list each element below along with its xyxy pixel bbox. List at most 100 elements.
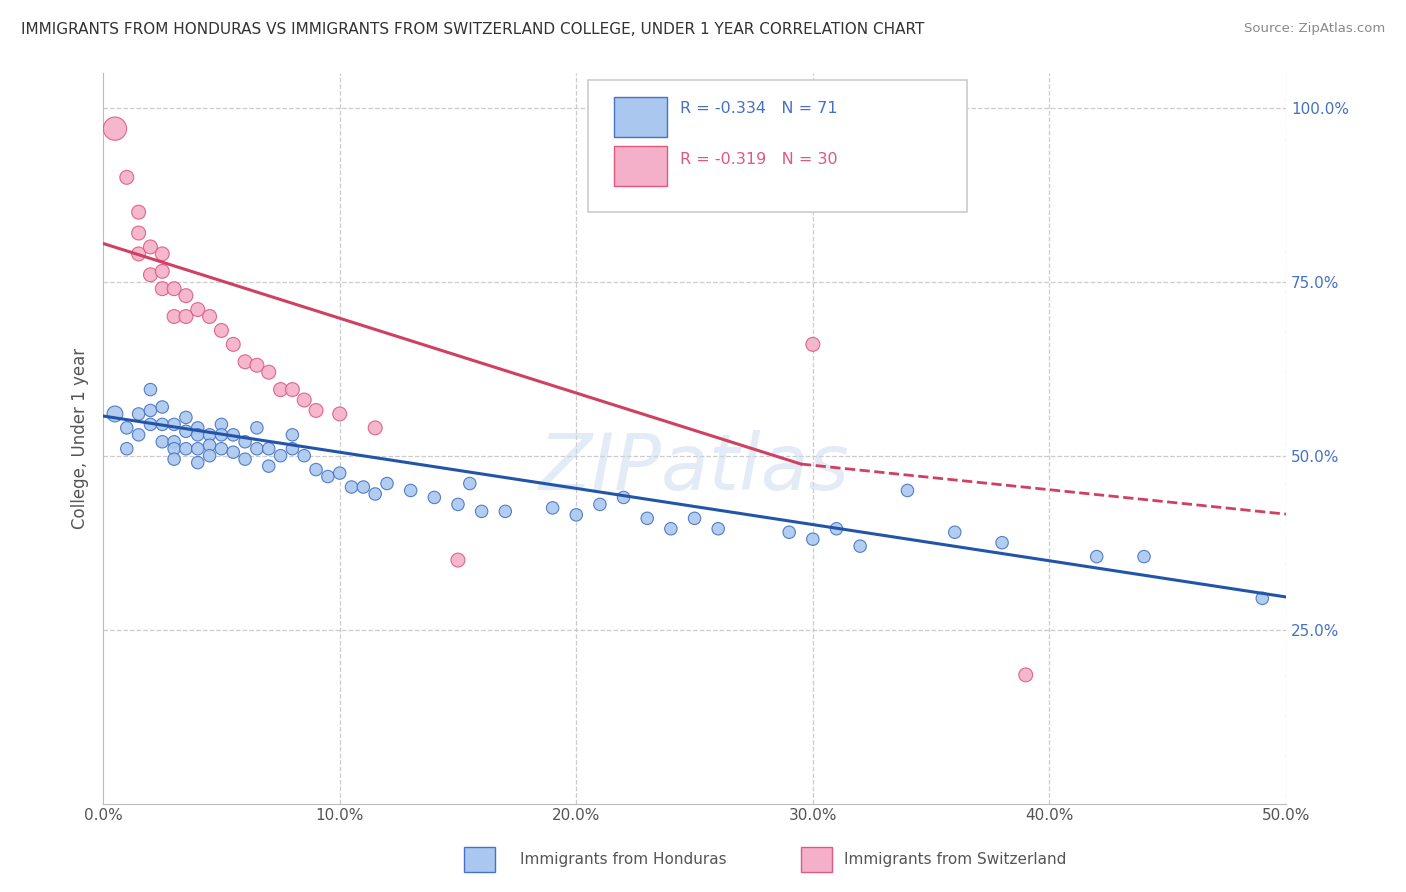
Point <box>139 403 162 417</box>
Point <box>364 487 387 501</box>
Point <box>447 497 470 511</box>
Point <box>174 442 197 456</box>
Point <box>163 417 186 432</box>
Point <box>399 483 422 498</box>
Point <box>589 497 612 511</box>
Point <box>163 282 186 296</box>
Point <box>1085 549 1108 564</box>
Point <box>778 525 800 540</box>
Point <box>115 421 138 435</box>
Point <box>991 535 1014 549</box>
Point <box>494 504 516 518</box>
Point <box>541 500 564 515</box>
Point <box>316 469 339 483</box>
Point <box>150 417 173 432</box>
Y-axis label: College, Under 1 year: College, Under 1 year <box>72 348 89 529</box>
Point <box>209 417 232 432</box>
Point <box>150 400 173 414</box>
Point <box>246 421 269 435</box>
Point <box>801 337 824 351</box>
Point <box>104 121 127 136</box>
Text: Immigrants from Honduras: Immigrants from Honduras <box>520 852 727 867</box>
Point <box>115 170 138 185</box>
Point <box>896 483 918 498</box>
Point <box>471 504 494 518</box>
Point <box>683 511 706 525</box>
Point <box>198 438 221 452</box>
Point <box>613 491 636 505</box>
Point <box>187 302 209 317</box>
Point <box>187 442 209 456</box>
Point <box>198 310 221 324</box>
Point <box>163 442 186 456</box>
Point <box>340 480 363 494</box>
Point <box>305 403 328 417</box>
Point <box>233 452 256 467</box>
Point <box>163 310 186 324</box>
Point <box>128 226 150 240</box>
Point <box>292 449 315 463</box>
Point <box>222 427 245 442</box>
Point <box>150 247 173 261</box>
Point <box>139 268 162 282</box>
Point <box>849 539 872 553</box>
Point <box>209 427 232 442</box>
Point <box>281 442 304 456</box>
Point <box>305 462 328 476</box>
Point <box>352 480 374 494</box>
Text: ZIPatlas: ZIPatlas <box>538 430 851 506</box>
Point <box>636 511 658 525</box>
Point <box>128 247 150 261</box>
Point <box>329 407 352 421</box>
Point <box>270 449 292 463</box>
Point <box>198 427 221 442</box>
Text: Immigrants from Switzerland: Immigrants from Switzerland <box>844 852 1066 867</box>
Point <box>104 407 127 421</box>
Point <box>447 553 470 567</box>
Point <box>281 427 304 442</box>
Point <box>246 442 269 456</box>
Point <box>128 407 150 421</box>
Point <box>209 442 232 456</box>
FancyBboxPatch shape <box>614 146 668 186</box>
Point <box>659 522 682 536</box>
Point <box>458 476 481 491</box>
Text: IMMIGRANTS FROM HONDURAS VS IMMIGRANTS FROM SWITZERLAND COLLEGE, UNDER 1 YEAR CO: IMMIGRANTS FROM HONDURAS VS IMMIGRANTS F… <box>21 22 925 37</box>
FancyBboxPatch shape <box>614 97 668 137</box>
Point <box>150 264 173 278</box>
Point <box>139 383 162 397</box>
Point <box>825 522 848 536</box>
Text: R = -0.319   N = 30: R = -0.319 N = 30 <box>681 152 838 167</box>
Point <box>707 522 730 536</box>
Point <box>209 323 232 337</box>
Point <box>187 456 209 470</box>
Point <box>198 449 221 463</box>
Point <box>174 410 197 425</box>
Point <box>423 491 446 505</box>
Point <box>174 425 197 439</box>
Text: R = -0.334   N = 71: R = -0.334 N = 71 <box>681 101 838 116</box>
Point <box>364 421 387 435</box>
Point <box>139 240 162 254</box>
Point <box>139 417 162 432</box>
Point <box>801 532 824 546</box>
Point <box>257 459 280 474</box>
Point <box>375 476 398 491</box>
Point <box>222 445 245 459</box>
Point <box>128 205 150 219</box>
Point <box>187 427 209 442</box>
Point <box>329 466 352 480</box>
Point <box>943 525 966 540</box>
Point <box>128 427 150 442</box>
Point <box>281 383 304 397</box>
Point <box>233 434 256 449</box>
Point <box>1015 668 1038 682</box>
Point <box>1133 549 1156 564</box>
Point <box>174 310 197 324</box>
Point <box>222 337 245 351</box>
Point <box>292 392 315 407</box>
Point <box>115 442 138 456</box>
Point <box>187 421 209 435</box>
Point <box>246 358 269 372</box>
Text: Source: ZipAtlas.com: Source: ZipAtlas.com <box>1244 22 1385 36</box>
